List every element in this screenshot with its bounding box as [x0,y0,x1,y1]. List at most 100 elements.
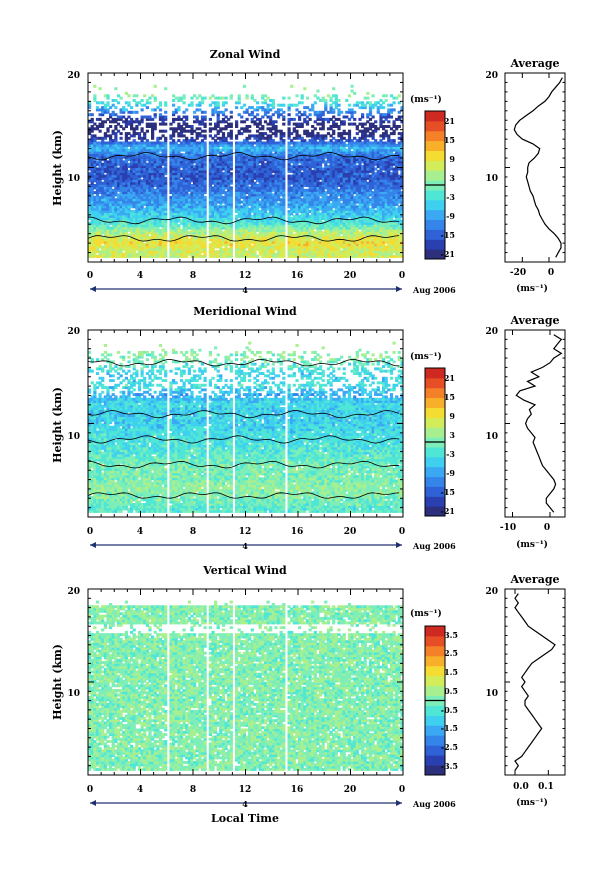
heatmap-cell [132,181,136,185]
heatmap-cell [326,228,331,232]
heatmap-cell [161,172,165,176]
heatmap-cell [250,158,254,162]
heatmap-cell [101,212,105,216]
heatmap-cell [376,224,380,228]
heatmap-cell [311,212,315,216]
heatmap-cell [319,240,323,244]
heatmap-cell [366,238,370,242]
heatmap-cell [116,252,121,256]
heatmap-cell [316,219,320,223]
heatmap-cell [305,236,310,239]
heatmap-cell [266,221,270,225]
heatmap-cell [227,236,231,239]
heatmap-cell [179,212,184,216]
heatmap-cell [261,172,265,176]
heatmap-cell [334,245,338,249]
heatmap-cell [124,167,128,171]
heatmap-cell [148,188,152,192]
heatmap-cell [148,165,152,169]
heatmap-cell [332,254,336,258]
heatmap-cell [130,210,134,213]
heatmap-cell [156,226,160,230]
heatmap-cell [366,252,370,256]
heatmap-cell [103,250,107,254]
heatmap-cell [277,198,281,202]
heatmap-cell [161,247,165,251]
heatmap-cell [208,169,212,173]
heatmap-cell [224,155,228,159]
heatmap-cell [135,160,139,164]
heatmap-cell [237,207,241,211]
heatmap-cell [261,198,265,202]
heatmap-cell [219,243,223,247]
heatmap-cell [237,188,241,192]
heatmap-cell [179,254,184,258]
heatmap-cell [384,202,388,206]
heatmap-cell [158,184,163,187]
heatmap-cell [203,162,207,166]
heatmap-cell [376,188,380,192]
heatmap-cell [161,167,165,171]
heatmap-cell [111,176,115,180]
heatmap-cell [337,181,341,185]
heatmap-cell [361,228,365,232]
heatmap-cell [397,191,401,195]
heatmap-cell [161,254,165,258]
heatmap-cell [135,186,139,190]
heatmap-cell [198,172,202,176]
heatmap-cell [177,247,181,251]
heatmap-cell [224,198,228,202]
heatmap-cell [137,200,142,204]
heatmap-cell [392,176,396,180]
heatmap-cell [127,245,131,249]
heatmap-cell [295,186,299,190]
heatmap-cell [290,233,294,237]
heatmap-cell [124,165,128,169]
heatmap-cell [227,231,231,235]
heatmap-cell [266,179,270,183]
heatmap-cell [169,200,173,204]
heatmap-cell [98,188,102,192]
heatmap-cell [203,186,207,190]
heatmap-cell [153,245,157,249]
heatmap-cell [227,250,231,254]
heatmap-cell [340,207,344,211]
heatmap-cell [305,224,310,228]
heatmap-cell [143,184,147,187]
heatmap-cell [397,217,401,221]
heatmap-cell [371,233,375,237]
heatmap-cell [389,207,394,211]
heatmap-cell [161,174,165,178]
heatmap-cell [156,254,160,258]
heatmap-cell [353,186,357,190]
heatmap-cell [387,202,391,206]
heatmap-cell [261,162,265,166]
heatmap-cell [274,214,278,218]
heatmap-cell [111,200,115,204]
heatmap-cell [397,186,401,190]
heatmap-cell [219,217,223,221]
heatmap-cell [145,254,149,258]
heatmap-cell [313,240,317,244]
heatmap-cell [324,200,328,204]
heatmap-cell [389,224,394,228]
heatmap-cell [392,169,396,173]
heatmap-cell [332,226,336,230]
heatmap-cell [242,245,247,249]
heatmap-cell [219,240,223,244]
heatmap-cell [119,160,123,164]
heatmap-cell [172,254,176,258]
heatmap-cell [195,198,199,202]
heatmap-cell [340,243,344,247]
heatmap-cell [203,153,207,157]
heatmap-cell [329,254,333,258]
heatmap-cell [227,181,231,185]
heatmap-cell [376,228,380,232]
heatmap-cell [303,245,307,249]
heatmap-cell [103,193,107,197]
heatmap-cell [355,198,359,202]
heatmap-cell [221,200,226,204]
heatmap-cell [182,165,186,169]
heatmap-cell [292,195,296,199]
heatmap-cell [316,238,320,242]
